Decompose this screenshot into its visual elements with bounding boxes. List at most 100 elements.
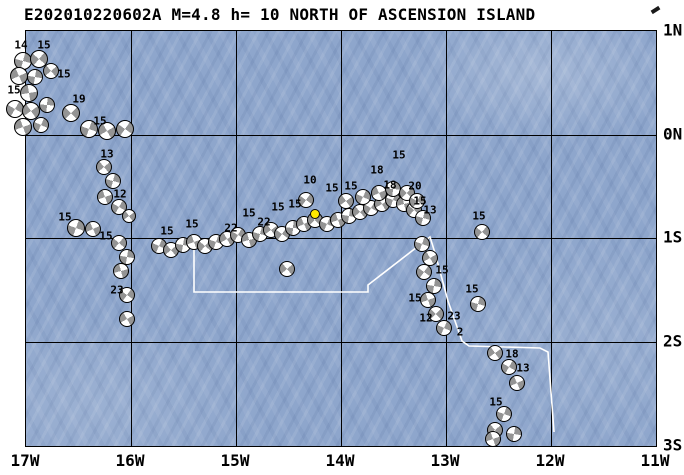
event-count-label: 18 (383, 178, 397, 192)
focal-mechanism-beachball (96, 159, 112, 175)
event-count-label: 15 (185, 217, 199, 231)
gridline-parallel (26, 238, 656, 239)
x-axis-tick-label: 15W (220, 451, 250, 470)
gridline-parallel (26, 135, 656, 136)
focal-mechanism-beachball (111, 235, 127, 251)
focal-mechanism-beachball (436, 320, 452, 336)
event-count-label: 15 (57, 67, 71, 81)
x-axis-tick-label: 16W (115, 451, 145, 470)
focal-mechanism-beachball (420, 292, 436, 308)
focal-mechanism-beachball (119, 287, 135, 303)
focal-mechanism-beachball (67, 219, 85, 237)
focal-mechanism-beachball (62, 104, 80, 122)
event-count-label: 15 (99, 229, 113, 243)
focal-mechanism-beachball (14, 118, 32, 136)
x-axis-tick-label: 12W (535, 451, 565, 470)
event-count-label: 15 (288, 197, 302, 211)
focal-mechanism-beachball (20, 84, 38, 102)
plot-title: E202010220602A M=4.8 h= 10 NORTH OF ASCE… (24, 5, 536, 24)
event-count-label: 15 (271, 200, 285, 214)
event-count-label: 15 (7, 83, 21, 97)
focal-mechanism-beachball (105, 173, 121, 189)
focal-mechanism-beachball (428, 306, 444, 322)
focal-mechanism-beachball (298, 192, 314, 208)
focal-mechanism-beachball (416, 264, 432, 280)
focal-mechanism-beachball (426, 278, 442, 294)
map-frame: 14 15 15 15 19 15 13 12 15 15 23 15 15 22 15 22 15 15 10 15… (6, 30, 657, 447)
event-count-label: 15 (435, 263, 449, 277)
focal-mechanism-beachball (85, 221, 101, 237)
event-count-label: 14 (14, 38, 28, 52)
event-count-label: 22 (224, 221, 238, 235)
focal-mechanism-beachball (415, 210, 431, 226)
event-count-label: 15 (413, 194, 427, 208)
focal-mechanism-beachball (485, 431, 501, 447)
event-count-label: 19 (72, 92, 86, 106)
event-count-label: 15 (37, 38, 51, 52)
focal-mechanism-beachball (470, 296, 486, 312)
event-count-label: 22 (257, 215, 271, 229)
event-count-label: 15 (465, 282, 479, 296)
event-count-label: 15 (58, 210, 72, 224)
event-count-label: 12 (113, 187, 127, 201)
y-axis-tick-label: 0N (663, 124, 683, 144)
focal-mechanism-beachball (10, 67, 28, 85)
focal-mechanism-beachball (487, 345, 503, 361)
event-count-label: 18 (370, 163, 384, 177)
plate-boundary-track (193, 235, 555, 433)
x-axis-tick-label: 11W (640, 451, 670, 470)
gridline-parallel (26, 342, 656, 343)
focal-mechanism-beachball (279, 261, 295, 277)
event-count-label: 15 (160, 224, 174, 238)
focal-mechanism-beachball (422, 250, 438, 266)
event-count-label: 2 (456, 325, 464, 339)
x-axis-tick-label: 14W (325, 451, 355, 470)
focal-mechanism-beachball (338, 193, 354, 209)
event-count-label: 20 (408, 179, 422, 193)
event-count-label: 23 (110, 283, 124, 297)
event-count-label: 10 (303, 173, 317, 187)
y-axis-tick-label: 3S (663, 435, 683, 455)
x-axis-tick-label: 13W (430, 451, 460, 470)
focal-mechanism-beachball (98, 122, 116, 140)
focal-mechanism-beachball (414, 236, 430, 252)
survey-track-line (193, 235, 555, 433)
focal-mechanism-beachball (97, 189, 113, 205)
event-count-label: 23 (447, 309, 461, 323)
event-count-label: 18 (505, 347, 519, 361)
event-count-label: 15 (472, 209, 486, 223)
focal-mechanism-beachball (22, 102, 40, 120)
event-count-label: 15 (489, 395, 503, 409)
y-axis-tick-label: 1N (663, 20, 683, 40)
event-count-label: 15 (344, 179, 358, 193)
focal-mechanism-beachball (27, 69, 43, 85)
event-count-label: 15 (392, 148, 406, 162)
focal-mechanism-beachball (33, 117, 49, 133)
focal-mechanism-beachball (122, 209, 136, 223)
focal-mechanism-beachball (116, 120, 134, 138)
focal-mechanism-beachball (113, 263, 129, 279)
focal-mechanism-beachball (509, 375, 525, 391)
focal-mechanism-beachball (409, 193, 425, 209)
focal-mechanism-beachball (496, 406, 512, 422)
corner-mark (650, 5, 661, 15)
event-count-label: 13 (423, 203, 437, 217)
focal-mechanism-beachball (30, 50, 48, 68)
event-count-label: 15 (242, 206, 256, 220)
focal-mechanism-beachball (43, 63, 59, 79)
event-count-label: 13 (100, 147, 114, 161)
event-count-label: 15 (408, 291, 422, 305)
focal-mechanism-beachball (119, 249, 135, 265)
focal-mechanism-beachball (355, 189, 371, 205)
y-axis-tick-label: 1S (663, 227, 683, 247)
event-count-label: 12 (419, 311, 433, 325)
focal-mechanism-beachball (506, 426, 522, 442)
focal-mechanism-beachball (501, 359, 517, 375)
focal-mechanism-beachball (80, 120, 98, 138)
event-count-label: 13 (516, 361, 530, 375)
y-axis-tick-label: 2S (663, 331, 683, 351)
focal-mechanism-beachball (119, 311, 135, 327)
focal-mechanism-beachball (474, 224, 490, 240)
x-axis-tick-label: 17W (10, 451, 40, 470)
